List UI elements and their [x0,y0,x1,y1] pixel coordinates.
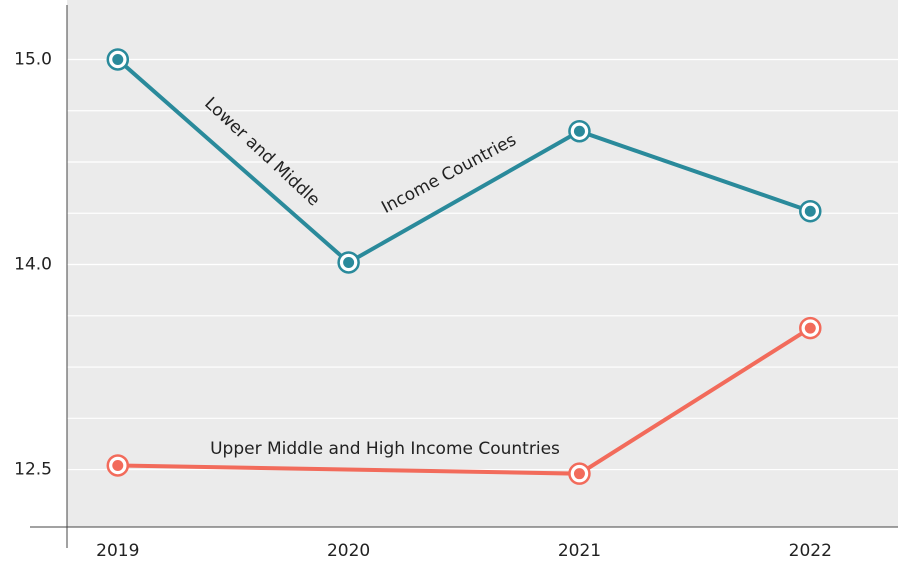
data-point [568,462,591,485]
x-tick-label: 2021 [558,541,601,561]
marker-dot [112,53,124,65]
marker-dot [804,205,816,217]
marker-dot [112,459,124,471]
marker-dot [343,256,355,268]
y-tick-label: 14.0 [14,255,52,275]
annotation: Upper Middle and High Income Countries [210,439,560,459]
data-point [337,251,360,274]
data-point [106,48,130,71]
series-line [116,57,811,265]
marker-dot [573,468,585,480]
plot-background [67,0,898,527]
x-tick-label: 2019 [96,541,139,561]
x-tick-label: 2020 [327,541,370,561]
marker-dot [804,322,816,334]
marker-dot [573,125,585,137]
x-tick-label: 2022 [789,541,832,561]
data-point [568,119,591,143]
y-tick-label: 15.0 [14,49,52,69]
data-point [106,454,130,477]
y-tick-label: 12.5 [14,460,52,480]
data-point [799,199,822,223]
data-point [799,316,822,340]
